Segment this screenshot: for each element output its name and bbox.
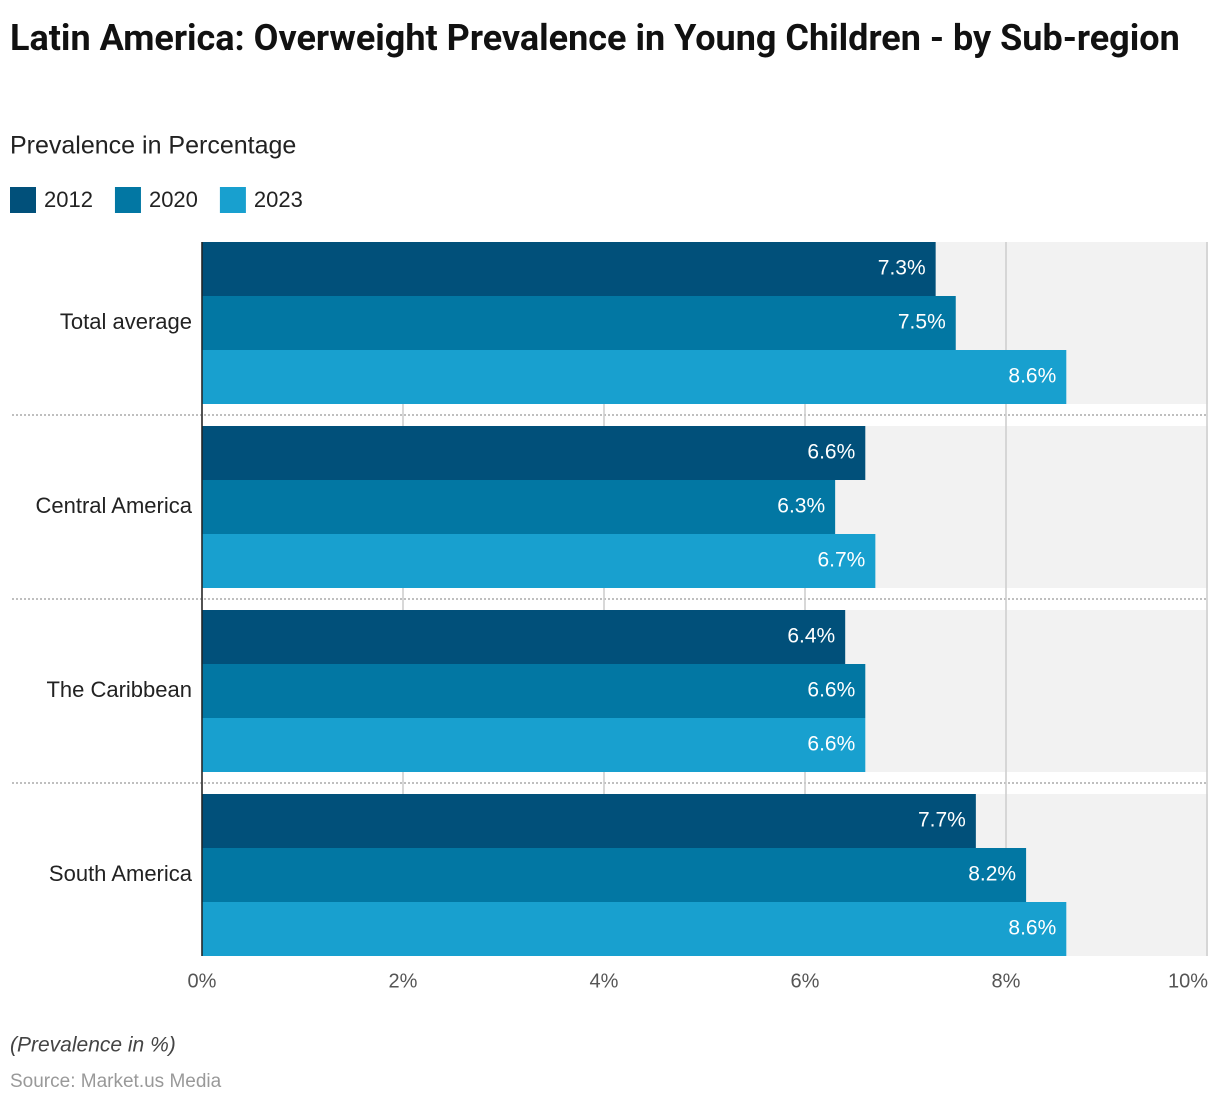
bar bbox=[202, 296, 956, 350]
y-tick-label: South America bbox=[49, 861, 193, 886]
data-label: 6.6% bbox=[807, 733, 855, 756]
y-tick-label: Central America bbox=[35, 493, 192, 518]
note: (Prevalence in %) bbox=[10, 1034, 176, 1057]
bar bbox=[202, 534, 876, 588]
bar bbox=[202, 848, 1027, 902]
data-label: 8.6% bbox=[1008, 365, 1056, 388]
x-tick-label: 2% bbox=[389, 970, 418, 992]
bar bbox=[202, 350, 1067, 404]
legend-swatch bbox=[10, 187, 36, 213]
y-tick-label: The Caribbean bbox=[46, 677, 192, 702]
x-tick-label: 6% bbox=[791, 970, 820, 992]
data-label: 8.6% bbox=[1008, 917, 1056, 940]
y-tick-label: Total average bbox=[60, 309, 192, 334]
data-label: 6.4% bbox=[787, 625, 835, 648]
legend-label: 2012 bbox=[44, 187, 93, 212]
bar bbox=[202, 242, 936, 296]
chart-subtitle: Prevalence in Percentage bbox=[10, 132, 296, 160]
x-tick-label: 4% bbox=[590, 970, 619, 992]
x-tick-label: 0% bbox=[188, 970, 217, 992]
bar bbox=[202, 610, 846, 664]
legend-swatch bbox=[114, 187, 141, 213]
legend-label: 2023 bbox=[254, 187, 303, 212]
data-label: 7.7% bbox=[918, 809, 966, 832]
bar bbox=[202, 426, 866, 480]
bar bbox=[202, 480, 836, 534]
chart-title: Latin America: Overweight Prevalence in … bbox=[10, 17, 1180, 59]
bar bbox=[202, 718, 866, 772]
legend-swatch bbox=[219, 187, 246, 213]
data-label: 6.7% bbox=[817, 549, 865, 572]
data-label: 6.6% bbox=[807, 441, 855, 464]
x-tick-label: 10% bbox=[1168, 970, 1208, 992]
bar bbox=[202, 664, 866, 718]
data-label: 6.6% bbox=[807, 679, 855, 702]
source: Source: Market.us Media bbox=[10, 1071, 222, 1092]
data-label: 7.5% bbox=[898, 311, 946, 334]
data-label: 8.2% bbox=[968, 863, 1016, 886]
bar bbox=[202, 902, 1067, 956]
bar bbox=[202, 794, 976, 848]
x-tick-label: 8% bbox=[992, 970, 1021, 992]
data-label: 6.3% bbox=[777, 495, 825, 518]
legend-label: 2020 bbox=[149, 187, 198, 212]
data-label: 7.3% bbox=[878, 257, 926, 280]
